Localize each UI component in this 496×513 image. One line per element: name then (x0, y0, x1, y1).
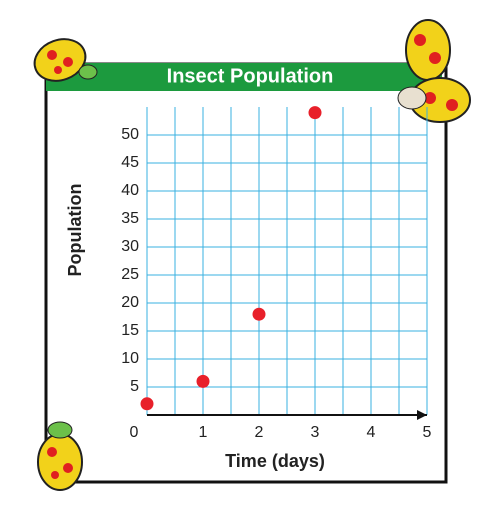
y-tick-label: 20 (121, 294, 139, 311)
x-axis-label: Time (days) (225, 451, 325, 471)
y-tick-label: 10 (121, 350, 139, 367)
chart-title: Insect Population (167, 65, 334, 87)
ladybug (29, 32, 97, 87)
data-point (253, 308, 266, 321)
y-tick-label: 35 (121, 210, 139, 227)
x-tick-label: 2 (255, 424, 264, 441)
data-point (197, 375, 210, 388)
y-tick-label: 5 (130, 378, 139, 395)
x-tick-label: 5 (423, 424, 432, 441)
y-tick-label: 30 (121, 238, 139, 255)
y-tick-label: 50 (121, 126, 139, 143)
chart: Insect Population Population Time (days)… (0, 0, 496, 513)
data-point (309, 106, 322, 119)
y-tick-label: 15 (121, 322, 139, 339)
y-axis-label: Population (65, 184, 85, 277)
y-tick-label: 25 (121, 266, 139, 283)
x-tick-label: 0 (130, 424, 139, 441)
data-point (141, 397, 154, 410)
y-tick-label: 45 (121, 154, 139, 171)
y-tick-label: 40 (121, 182, 139, 199)
x-tick-label: 3 (311, 424, 320, 441)
frame (46, 64, 446, 482)
x-tick-label: 4 (367, 424, 376, 441)
x-tick-label: 1 (199, 424, 208, 441)
